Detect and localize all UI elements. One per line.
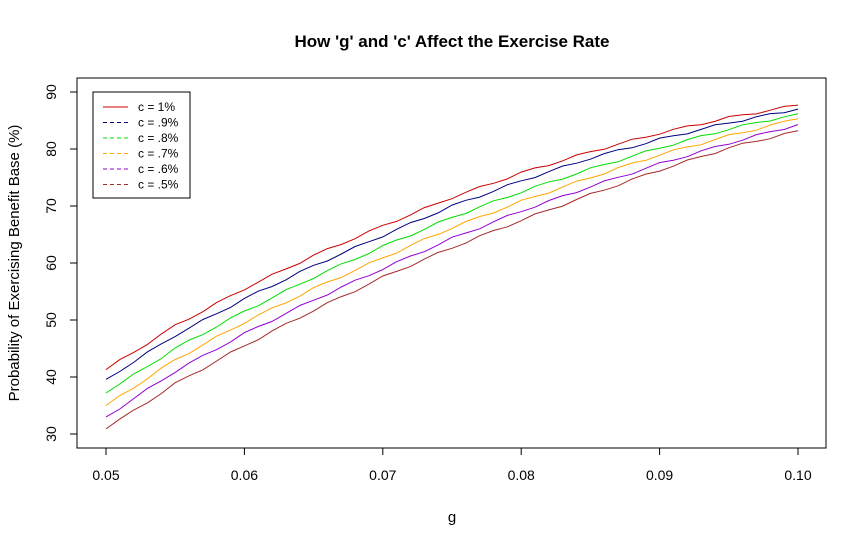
x-tick-label: 0.09 [646,467,673,483]
y-tick-label: 80 [43,141,59,157]
legend-box [92,91,191,199]
x-axis: 0.05 0.06 0.07 0.08 0.09 0.10 [92,447,812,483]
y-tick-label: 60 [43,255,59,271]
y-tick-label: 70 [43,198,59,214]
legend-label: c = .8% [138,131,179,145]
legend-label: c = .7% [138,147,179,161]
legend-label: c = .6% [138,162,179,176]
x-tick-label: 0.10 [784,467,811,483]
y-axis-label: Probability of Exercising Benefit Base (… [6,125,23,402]
y-tick-label: 50 [43,312,59,328]
x-axis-label: g [448,509,456,526]
y-tick-label: 40 [43,369,59,385]
legend-label: c = 1% [138,100,175,114]
y-axis: 30 40 50 60 70 80 90 [43,84,78,442]
y-tick-label: 30 [43,426,59,442]
y-tick-label: 90 [43,84,59,100]
x-tick-label: 0.05 [92,467,119,483]
legend-label: c = .9% [138,116,179,130]
series-line-5 [105,124,799,418]
series-group [105,104,799,430]
legend-label: c = .5% [138,178,179,192]
chart-title: How 'g' and 'c' Affect the Exercise Rate [294,32,609,51]
series-line-6 [105,130,799,430]
series-line-2 [105,108,799,380]
series-line-1 [105,104,799,371]
series-line-3 [105,113,799,394]
series-line-4 [105,118,799,406]
x-tick-label: 0.06 [231,467,258,483]
x-tick-label: 0.08 [508,467,535,483]
legend: c = 1% c = .9%c = .8% c = .7%c = .6% c = .5… [92,91,191,199]
x-tick-label: 0.07 [369,467,396,483]
